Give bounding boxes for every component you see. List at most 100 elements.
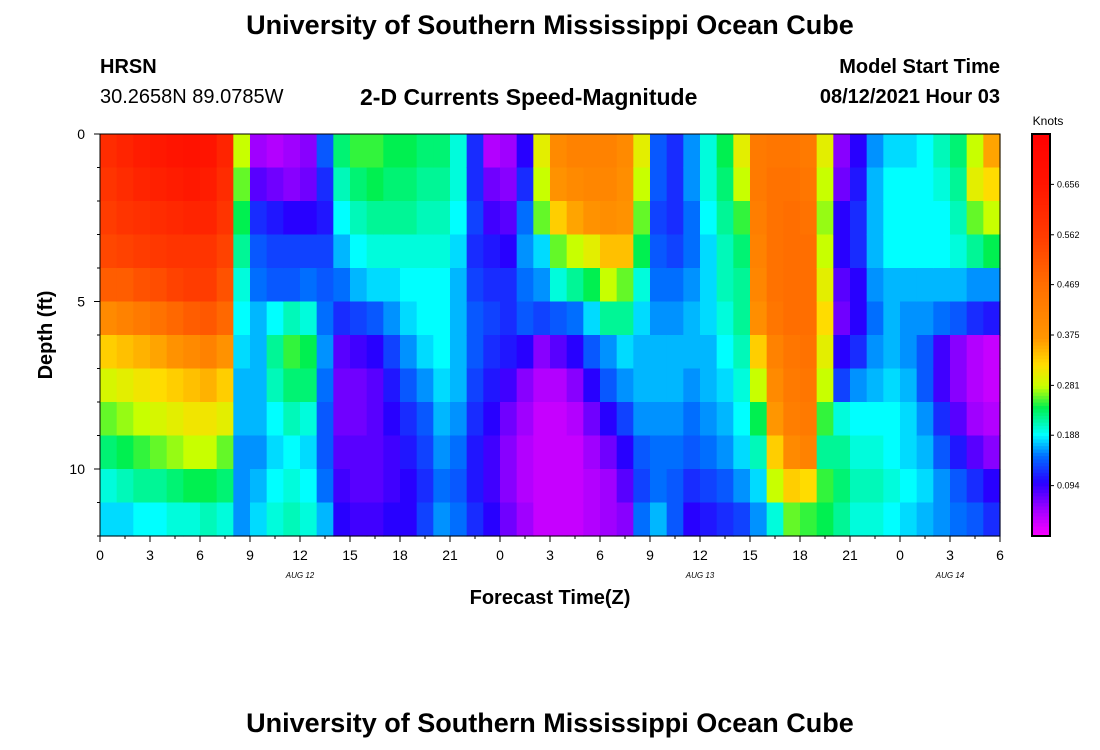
heatmap-cell [450,502,468,537]
colorbar-segment [1032,160,1050,165]
heatmap-cell [666,335,684,370]
colorbar-segment [1032,415,1050,420]
heatmap-cell [516,469,534,504]
heatmap-cell [716,435,734,470]
station-coords: 30.2658N 89.0785W [100,86,284,108]
heatmap-cell [166,167,184,202]
heatmap-cell [600,502,618,537]
heatmap-cell [683,134,701,169]
heatmap-cell [266,268,284,303]
heatmap-cell [366,502,384,537]
heatmap-cell [266,435,284,470]
colorbar-segment [1032,217,1050,222]
heatmap-cell [783,167,801,202]
heatmap-cell [383,502,401,537]
heatmap-cell [833,335,851,370]
colorbar-segment [1032,278,1050,282]
heatmap-cell [483,268,501,303]
heatmap-cell [250,268,268,303]
heatmap-cell [583,134,601,169]
heatmap-cell [383,402,401,437]
heatmap-cell [916,167,934,202]
heatmap-cell [183,368,201,403]
heatmap-cell [900,134,918,169]
colorbar-segment [1032,197,1050,202]
heatmap-cell [900,234,918,269]
heatmap-cell [466,268,484,303]
heatmap-cell [483,402,501,437]
heatmap-cell [816,234,834,269]
heatmap-cell [833,435,851,470]
heatmap-cell [416,335,434,370]
colorbar-segment [1032,147,1050,152]
heatmap-cell [450,201,468,236]
heatmap-cell [350,435,368,470]
heatmap-cells [100,134,1001,537]
heatmap-cell [650,134,668,169]
colorbar-tick-label: 0.188 [1057,430,1080,440]
heatmap-cell [200,167,218,202]
colorbar-segment [1032,234,1050,239]
heatmap-cell [733,134,751,169]
heatmap-cell [700,234,718,269]
heatmap-cell [133,167,151,202]
colorbar-segment [1032,241,1050,246]
heatmap-cell [933,301,951,336]
heatmap-cell [316,167,334,202]
heatmap-cell [816,134,834,169]
heatmap-cell [800,134,818,169]
heatmap-cell [183,435,201,470]
heatmap-cell [133,435,151,470]
heatmap-cell [300,402,318,437]
date-label: AUG 14 [935,571,965,580]
colorbar-segment [1032,281,1050,286]
colorbar-segment [1032,412,1050,416]
heatmap-cell [583,402,601,437]
heatmap-cell [750,167,768,202]
heatmap-cell [466,201,484,236]
heatmap-cell [566,134,584,169]
heatmap-cell [483,201,501,236]
heatmap-cell [550,502,568,537]
heatmap-cell [700,301,718,336]
heatmap-cell [600,201,618,236]
heatmap-cell [116,301,134,336]
heatmap-cell [433,335,451,370]
heatmap-cell [433,368,451,403]
heatmap-cell [550,469,568,504]
y-axis-label: Depth (ft) [35,291,57,380]
heatmap-cell [166,234,184,269]
heatmap-cell [733,502,751,537]
heatmap-cell [616,234,634,269]
heatmap-cell [966,335,984,370]
heatmap-cell [733,335,751,370]
heatmap-cell [750,435,768,470]
colorbar-segment [1032,405,1050,410]
heatmap-cell [916,469,934,504]
heatmap-cell [400,301,418,336]
heatmap-cell [650,502,668,537]
heatmap-cell [266,402,284,437]
heatmap-cell [433,134,451,169]
x-tick-label: 21 [442,547,458,563]
heatmap-cell [650,469,668,504]
heatmap-cell [716,301,734,336]
heatmap-cell [166,502,184,537]
heatmap-cell [916,201,934,236]
heatmap-cell [550,234,568,269]
colorbar-tick-label: 0.469 [1057,280,1080,290]
heatmap-cell [416,469,434,504]
heatmap-cell [400,335,418,370]
heatmap-cell [666,368,684,403]
heatmap-cell [883,502,901,537]
heatmap-cell [300,502,318,537]
heatmap-cell [933,268,951,303]
heatmap-cell [416,502,434,537]
heatmap-cell [750,368,768,403]
x-tick-label: 0 [896,547,904,563]
heatmap-cell [766,234,784,269]
colorbar-segment [1032,321,1050,326]
heatmap-cell [583,435,601,470]
heatmap-cell [650,435,668,470]
heatmap-cell [866,402,884,437]
